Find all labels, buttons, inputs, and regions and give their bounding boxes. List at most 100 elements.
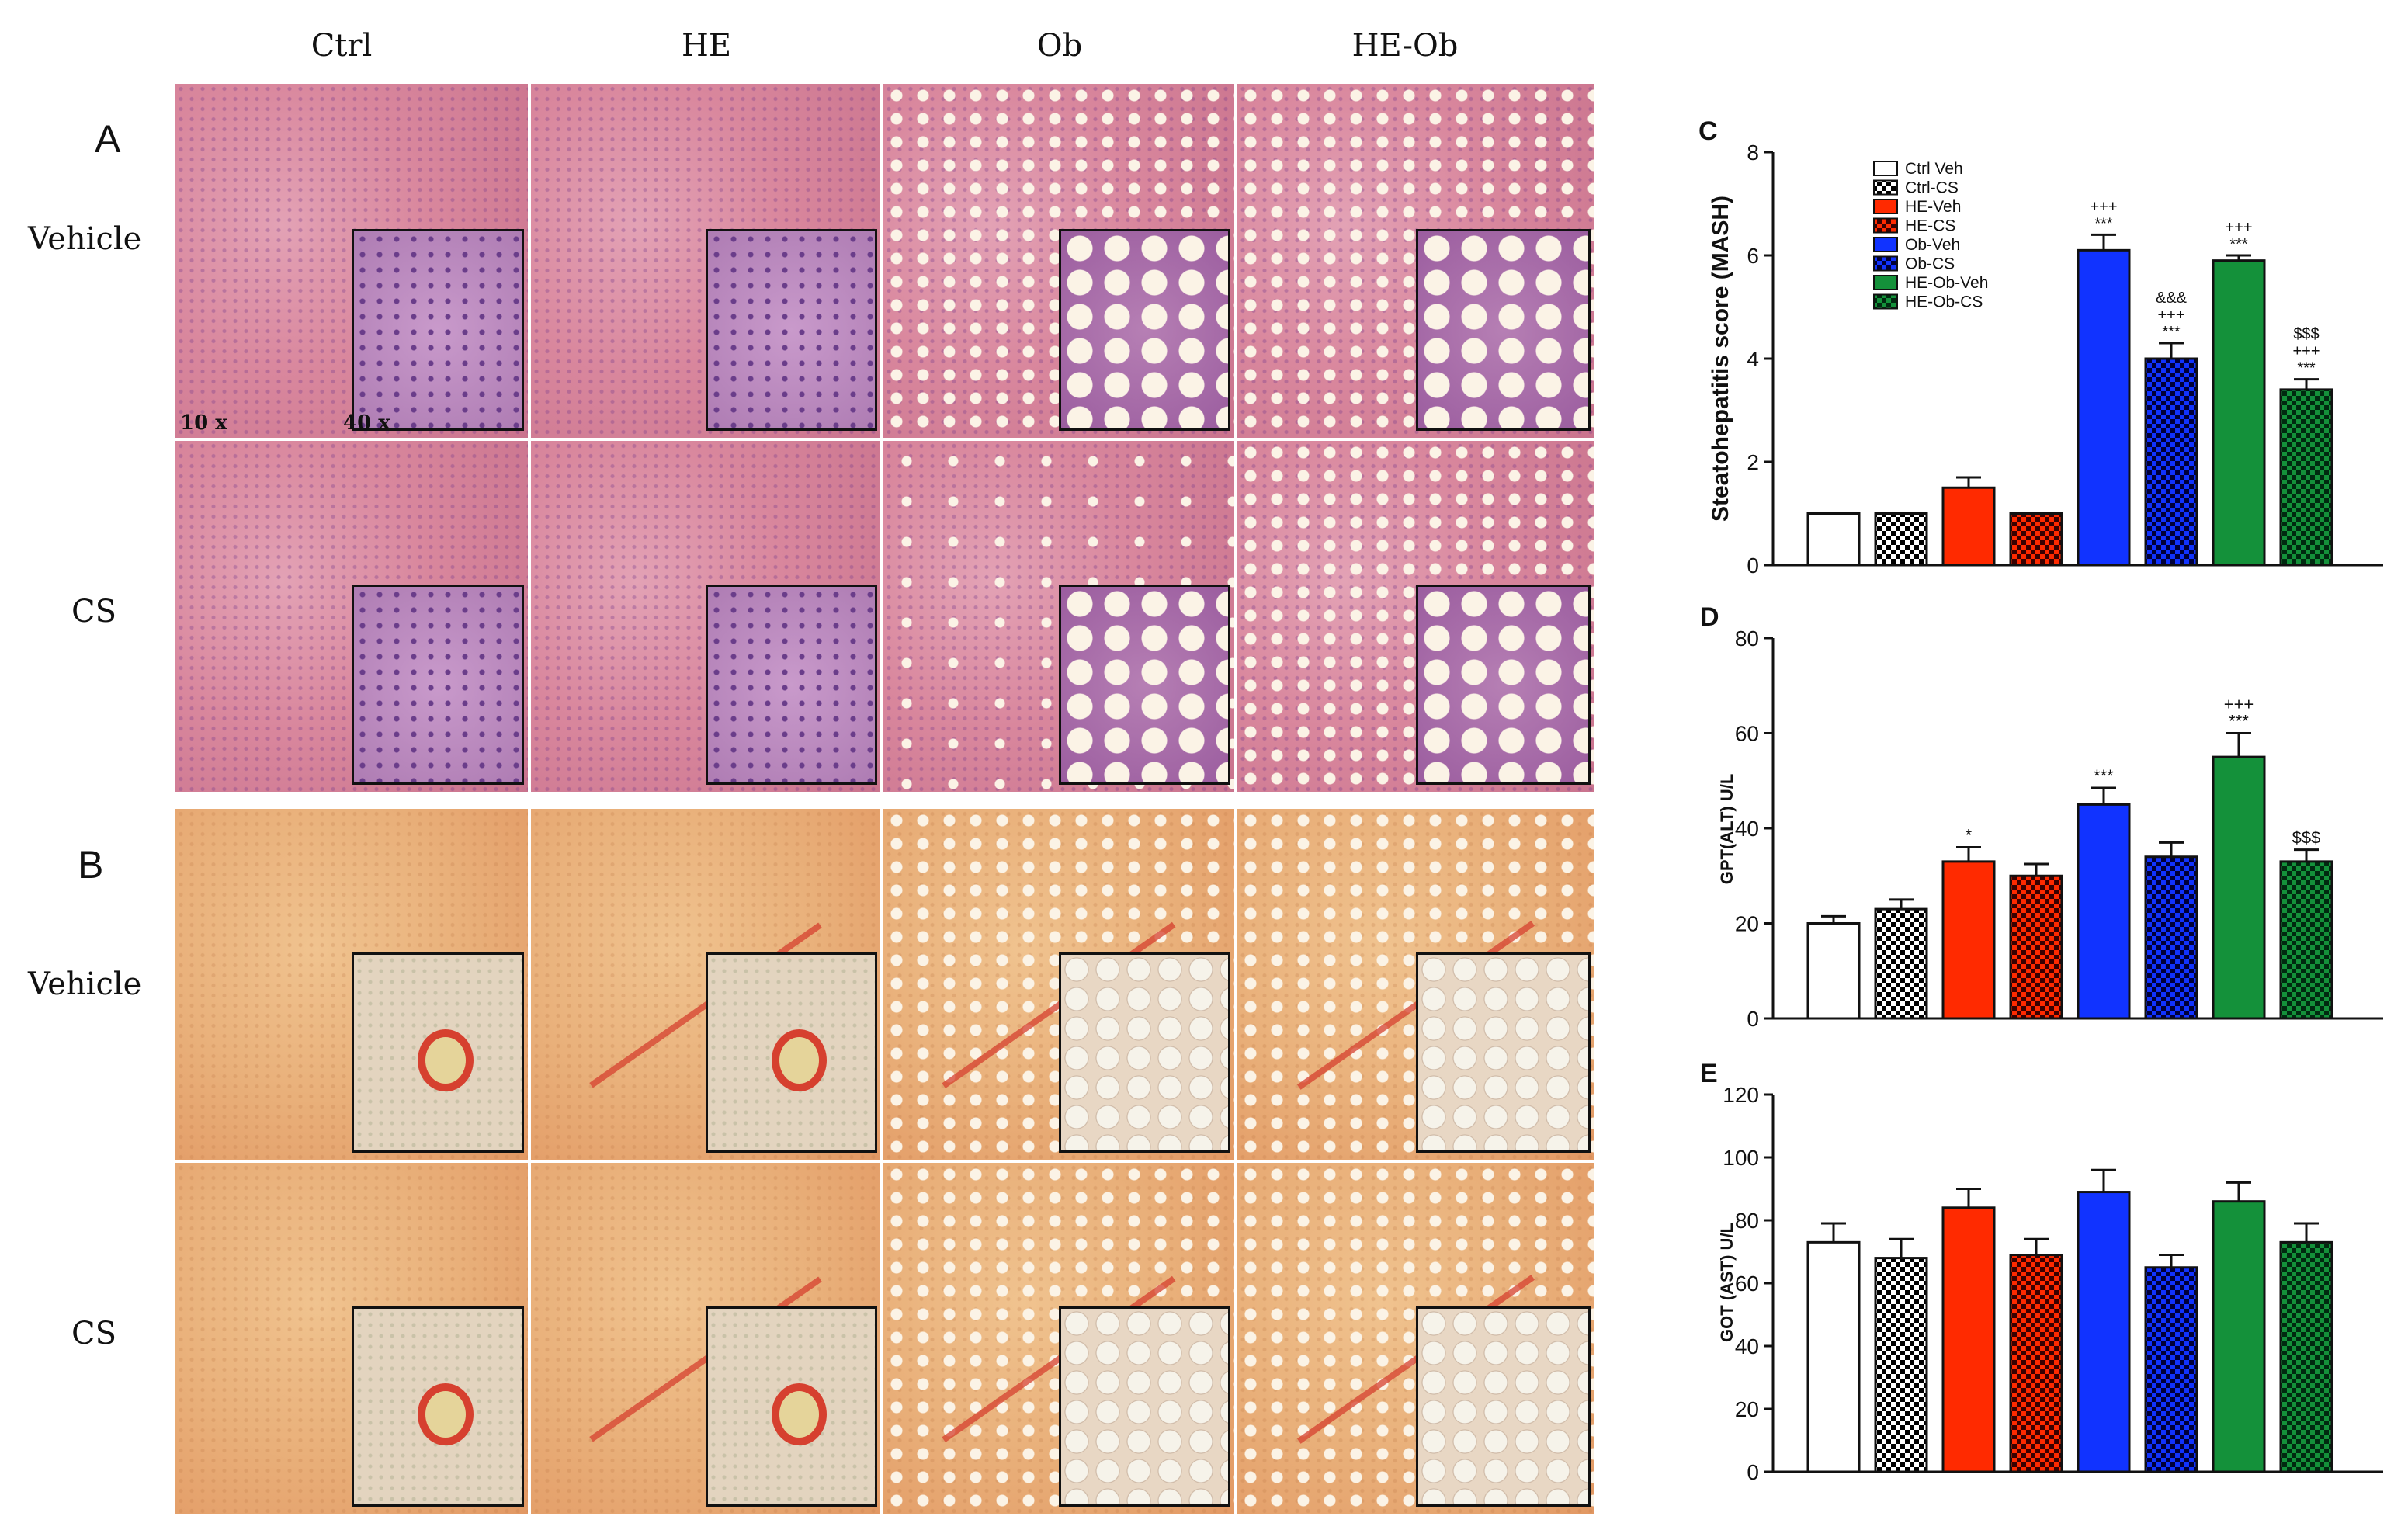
y-tick-label: 60 bbox=[1735, 722, 1759, 746]
micrograph-sirius-vehicle-heob bbox=[1236, 807, 1596, 1161]
panel-label-a: A bbox=[95, 117, 121, 161]
bar-he-veh bbox=[1941, 1206, 1996, 1473]
bar-ctrl-cs bbox=[1874, 1257, 1928, 1473]
micrograph-he-vehicle-he bbox=[529, 82, 882, 439]
chart-letter-e: E bbox=[1700, 1059, 1718, 1088]
significance-label: +++ bbox=[2225, 219, 2252, 236]
bar-he-veh bbox=[1941, 486, 1996, 567]
y-tick-label: 0 bbox=[1747, 1460, 1759, 1484]
inset-40x bbox=[352, 228, 525, 431]
significance-label: *** bbox=[2094, 215, 2113, 232]
bar-ctrl-cs bbox=[1874, 512, 1928, 567]
micrograph-he-cs-he bbox=[529, 439, 882, 793]
bar-he-ob-veh bbox=[2212, 755, 2266, 1020]
y-tick-label: 0 bbox=[1747, 553, 1759, 578]
significance-label: *** bbox=[2229, 236, 2248, 253]
micrograph-he-cs-ctrl bbox=[174, 439, 529, 793]
legend-label: Ctrl Veh bbox=[1905, 160, 1963, 178]
column-header-he: HE bbox=[681, 28, 732, 64]
y-axis-title: Steatohepatitis score (MASH) bbox=[1708, 196, 1733, 522]
micrograph-sirius-cs-ob bbox=[882, 1161, 1236, 1515]
chart-letter-d: D bbox=[1700, 602, 1719, 632]
micrograph-he-vehicle-heob bbox=[1236, 82, 1596, 439]
y-axis-title: GPT(ALT) U/L bbox=[1717, 774, 1737, 885]
legend-swatch bbox=[1873, 199, 1898, 214]
y-tick-label: 0 bbox=[1747, 1007, 1759, 1031]
y-tick-label: 100 bbox=[1723, 1146, 1759, 1170]
bar-ctrl-veh bbox=[1806, 922, 1861, 1020]
y-tick-label: 20 bbox=[1735, 1397, 1759, 1421]
legend-swatch bbox=[1873, 161, 1898, 176]
row-label-vehicle-b: Vehicle bbox=[28, 966, 142, 1002]
significance-label: * bbox=[1966, 826, 1973, 845]
micrograph-sirius-cs-he bbox=[529, 1161, 882, 1515]
row-label-cs-a: CS bbox=[71, 594, 117, 630]
micrograph-sirius-vehicle-ob bbox=[882, 807, 1236, 1161]
y-tick-label: 120 bbox=[1723, 1083, 1759, 1107]
y-tick-label: 60 bbox=[1735, 1272, 1759, 1296]
inset-40x bbox=[352, 952, 525, 1153]
significance-label: $$$ bbox=[2292, 828, 2321, 848]
chart-letter-c: C bbox=[1698, 116, 1718, 146]
inset-40x bbox=[1059, 228, 1231, 431]
legend-label: HE-Ob-Veh bbox=[1905, 274, 1988, 292]
legend-swatch bbox=[1873, 179, 1898, 196]
micrograph-he-vehicle-ob bbox=[882, 82, 1236, 439]
inset-40x bbox=[1059, 1306, 1231, 1507]
central-vein bbox=[418, 1383, 474, 1446]
legend-swatch bbox=[1873, 217, 1898, 234]
micrograph-he-cs-heob bbox=[1236, 439, 1596, 793]
central-vein bbox=[771, 1029, 827, 1092]
y-tick-label: 4 bbox=[1747, 347, 1759, 371]
bar-ob-cs bbox=[2144, 1266, 2198, 1473]
y-tick-label: 20 bbox=[1735, 912, 1759, 936]
legend-swatch bbox=[1873, 237, 1898, 252]
inset-40x bbox=[706, 228, 877, 431]
bar-ctrl-veh bbox=[1806, 512, 1861, 567]
significance-label: +++ bbox=[2224, 695, 2254, 714]
bar-ctrl-veh bbox=[1806, 1240, 1861, 1473]
column-header-ctrl: Ctrl bbox=[311, 28, 373, 64]
central-vein bbox=[771, 1383, 827, 1446]
inset-40x bbox=[706, 952, 877, 1153]
legend-label: Ob-CS bbox=[1905, 255, 1955, 273]
bar-ob-veh bbox=[2077, 803, 2131, 1020]
bar-he-cs bbox=[2009, 1254, 2063, 1473]
significance-label: +++ bbox=[2292, 343, 2320, 360]
bar-ob-veh bbox=[2077, 248, 2131, 567]
significance-label: &&& bbox=[2156, 290, 2188, 307]
micrograph-he-cs-ob bbox=[882, 439, 1236, 793]
inset-40x bbox=[1416, 585, 1591, 785]
bar-ob-cs bbox=[2144, 357, 2198, 567]
significance-label: *** bbox=[2297, 360, 2316, 377]
inset-40x bbox=[1059, 585, 1231, 785]
magnification-label-40x: 40 x bbox=[343, 411, 390, 435]
row-label-vehicle-a: Vehicle bbox=[28, 221, 142, 257]
legend-label: HE-Veh bbox=[1905, 198, 1961, 216]
micrograph-sirius-cs-heob bbox=[1236, 1161, 1596, 1515]
significance-label: $$$ bbox=[2293, 326, 2319, 343]
micrograph-he-vehicle-ctrl bbox=[174, 82, 529, 439]
y-tick-label: 2 bbox=[1747, 450, 1759, 474]
bar-ob-cs bbox=[2144, 855, 2198, 1020]
significance-label: +++ bbox=[2090, 198, 2117, 215]
bar-ob-veh bbox=[2077, 1191, 2131, 1473]
legend-swatch bbox=[1873, 293, 1898, 310]
bar-ctrl-cs bbox=[1874, 907, 1928, 1020]
row-label-cs-b: CS bbox=[71, 1316, 117, 1351]
significance-label: *** bbox=[2094, 766, 2114, 786]
significance-label: *** bbox=[2229, 712, 2249, 731]
bar-he-cs bbox=[2009, 874, 2063, 1020]
central-vein bbox=[418, 1029, 474, 1092]
inset-40x bbox=[706, 1306, 877, 1507]
inset-40x bbox=[1416, 952, 1591, 1153]
legend-swatch bbox=[1873, 255, 1898, 272]
y-axis-title: GOT (AST) U/L bbox=[1717, 1223, 1737, 1342]
legend-swatch bbox=[1873, 275, 1898, 290]
micrograph-sirius-cs-ctrl bbox=[174, 1161, 529, 1515]
bar-he-ob-veh bbox=[2212, 259, 2266, 567]
column-header-ob: Ob bbox=[1036, 28, 1083, 64]
inset-40x bbox=[1416, 1306, 1591, 1507]
inset-40x bbox=[1416, 228, 1591, 431]
significance-label: *** bbox=[2162, 324, 2181, 341]
